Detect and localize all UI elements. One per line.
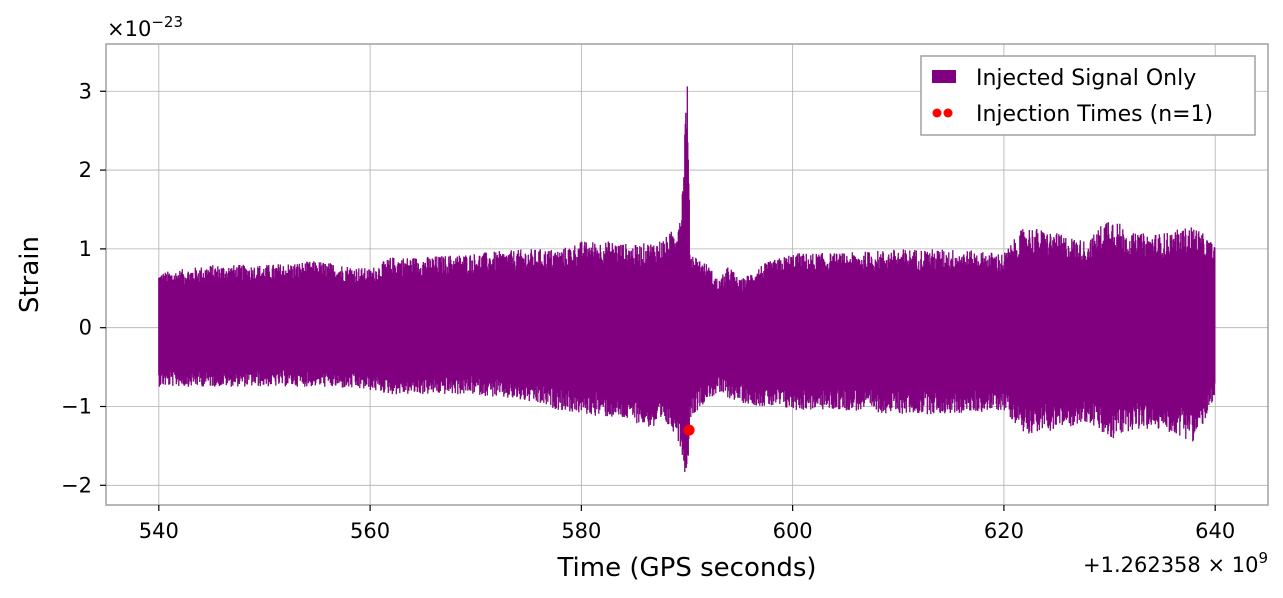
legend-label-injected-signal: Injected Signal Only xyxy=(976,66,1196,91)
y-axis-label: Strain xyxy=(15,236,45,313)
legend-label-injection-times: Injection Times (n=1) xyxy=(976,102,1213,127)
x-tick-label: 620 xyxy=(984,519,1024,543)
x-axis-ticks: 540 560 580 600 620 640 xyxy=(139,505,1235,543)
y-tick-label: −1 xyxy=(61,394,92,418)
y-scale-base: ×10 xyxy=(107,17,151,41)
x-axis-label: Time (GPS seconds) xyxy=(556,553,816,583)
y-tick-label: −2 xyxy=(61,473,92,497)
x-tick-label: 580 xyxy=(561,519,601,543)
x-tick-label: 600 xyxy=(773,519,813,543)
x-tick-label: 540 xyxy=(139,519,179,543)
x-tick-label: 560 xyxy=(350,519,390,543)
legend-box xyxy=(920,55,1256,136)
legend: Injected Signal Only Injection Times (n=… xyxy=(920,55,1256,136)
y-tick-label: 0 xyxy=(79,316,92,340)
legend-swatch-injected-signal xyxy=(932,70,956,83)
signal-series xyxy=(158,86,1216,472)
legend-marker-injection-times xyxy=(932,108,942,118)
x-offset-label: +1.262358 × 109 xyxy=(1083,549,1268,577)
y-axis-ticks: −2 −1 0 1 2 3 xyxy=(61,79,106,497)
injection-markers xyxy=(683,424,695,436)
x-offset-exponent: 9 xyxy=(1258,549,1268,567)
legend-marker-injection-times-2 xyxy=(943,108,953,118)
x-offset-base: +1.262358 × 10 xyxy=(1083,553,1258,577)
signal-trace xyxy=(158,86,1216,472)
x-tick-label: 640 xyxy=(1195,519,1235,543)
plot-frame xyxy=(105,43,1269,506)
y-scale-exponent: −23 xyxy=(151,13,183,31)
y-tick-label: 2 xyxy=(79,158,92,182)
y-tick-label: 1 xyxy=(79,237,92,261)
y-scale-factor: ×10−23 xyxy=(107,13,183,41)
y-tick-label: 3 xyxy=(79,79,92,103)
injection-point xyxy=(683,424,695,436)
